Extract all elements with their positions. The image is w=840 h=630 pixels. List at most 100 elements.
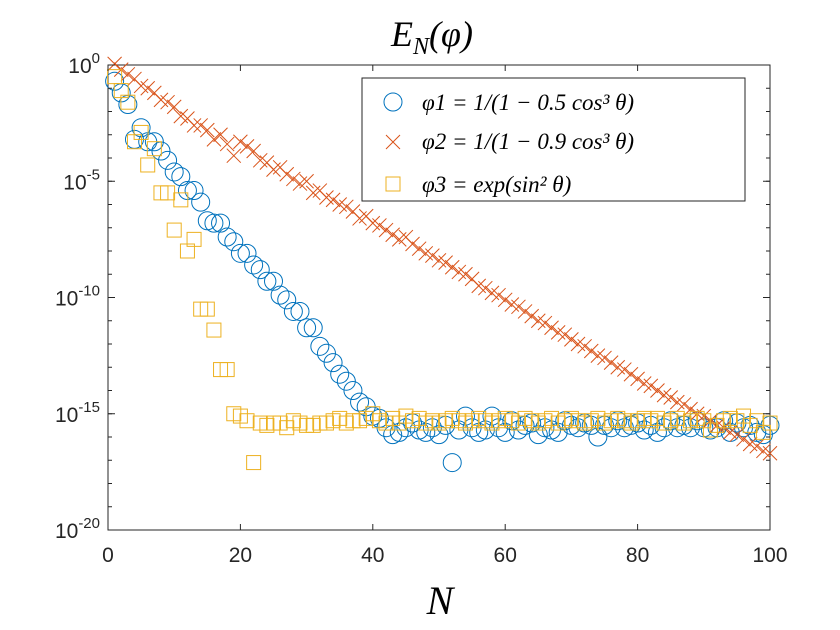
- data-point-s1: [244, 255, 264, 275]
- y-tick-label: 100: [68, 50, 100, 78]
- data-point-s2: [385, 227, 401, 243]
- legend-label-phi2: φ2 = 1/(1 − 0.9 cos³ θ): [422, 129, 634, 154]
- data-point-s2: [378, 222, 394, 238]
- data-point-s2: [438, 255, 453, 270]
- data-point-s2: [411, 241, 427, 257]
- data-point-s1: [297, 318, 317, 338]
- data-point-s2: [458, 266, 473, 282]
- data-point-s2: [246, 143, 261, 159]
- data-point-s1: [330, 364, 350, 384]
- data-point-s3: [206, 322, 222, 338]
- y-axis: 100 10-5 10-10 10-15 10-20: [55, 50, 770, 543]
- data-point-s2: [405, 236, 420, 252]
- data-point-s2: [186, 118, 202, 133]
- x-axis: 0 20 40 60 80 100: [102, 65, 788, 567]
- data-point-s1: [211, 213, 231, 233]
- data-point-s3: [120, 94, 136, 110]
- legend: φ1 = 1/(1 − 0.5 cos³ θ) φ2 = 1/(1 − 0.9 …: [361, 77, 746, 202]
- data-point-s2: [630, 371, 645, 387]
- data-point-s2: [762, 445, 778, 461]
- data-point-s2: [511, 299, 526, 315]
- data-point-s2: [729, 427, 745, 443]
- data-point-s3: [133, 124, 149, 140]
- chart-title: EN(φ): [390, 14, 473, 60]
- y-tick-label: 10-5: [63, 166, 100, 194]
- data-point-s1: [257, 271, 277, 291]
- data-point-s2: [239, 139, 255, 154]
- legend-label-phi3: φ3 = exp(sin² θ): [422, 172, 571, 197]
- data-point-s2: [517, 304, 533, 319]
- x-tick-label: 60: [494, 544, 517, 567]
- data-marks: [105, 56, 780, 473]
- data-point-s2: [226, 148, 242, 164]
- data-point-s2: [497, 292, 513, 308]
- data-point-s2: [650, 383, 665, 398]
- data-point-s2: [199, 122, 215, 138]
- data-point-s1: [277, 290, 297, 310]
- data-point-s3: [140, 157, 156, 173]
- data-point-s2: [663, 390, 679, 405]
- legend-marker-phi1: [383, 92, 403, 112]
- data-point-s1: [237, 243, 257, 263]
- data-point-s2: [107, 56, 122, 72]
- data-point-s1: [310, 336, 330, 356]
- data-point-s2: [676, 397, 692, 412]
- legend-marker-phi2: [385, 134, 401, 150]
- data-point-s2: [617, 362, 632, 377]
- data-point-s2: [491, 287, 506, 303]
- data-point-s3: [239, 413, 255, 429]
- data-point-s1: [264, 271, 283, 291]
- data-point-s1: [171, 167, 191, 187]
- y-tick-label: 10-20: [55, 515, 100, 543]
- legend-marker-phi3: [385, 176, 401, 192]
- series-2: [107, 56, 778, 461]
- data-point-s1: [303, 318, 323, 338]
- data-point-s3: [146, 141, 162, 157]
- data-point-s2: [564, 331, 579, 347]
- data-point-s2: [583, 343, 599, 359]
- data-point-s2: [749, 438, 765, 454]
- data-point-s3: [199, 301, 215, 317]
- data-point-s2: [193, 118, 209, 133]
- data-point-s1: [230, 243, 250, 263]
- data-point-s3: [219, 362, 235, 378]
- data-point-s2: [623, 366, 639, 382]
- data-point-s2: [213, 127, 228, 143]
- data-point-s1: [184, 181, 204, 201]
- data-point-s3: [246, 455, 262, 471]
- data-point-s1: [343, 381, 363, 400]
- x-axis-title: N: [426, 578, 456, 623]
- data-point-s1: [164, 162, 184, 182]
- data-point-s1: [158, 150, 178, 170]
- series-3: [107, 69, 778, 471]
- data-point-s1: [191, 192, 211, 212]
- x-tick-label: 80: [626, 544, 649, 567]
- data-point-s1: [270, 285, 290, 305]
- data-point-s2: [160, 94, 175, 110]
- data-point-s1: [283, 301, 303, 321]
- x-tick-label: 40: [361, 544, 384, 567]
- data-point-s1: [144, 132, 164, 152]
- data-point-s2: [140, 80, 156, 96]
- data-point-s2: [372, 218, 387, 233]
- data-point-s2: [643, 378, 659, 394]
- data-point-s2: [299, 173, 314, 189]
- x-tick-label: 100: [752, 544, 787, 567]
- data-point-s2: [233, 134, 248, 150]
- data-point-s3: [173, 192, 189, 208]
- data-point-s1: [442, 453, 462, 473]
- data-point-s2: [279, 166, 295, 182]
- y-tick-label: 10-10: [55, 283, 100, 311]
- data-point-s2: [338, 199, 354, 215]
- data-point-s2: [577, 338, 592, 354]
- data-point-s1: [217, 227, 237, 247]
- data-point-s1: [290, 301, 310, 321]
- data-point-s2: [603, 355, 619, 370]
- legend-label-phi1: φ1 = 1/(1 − 0.5 cos³ θ): [422, 90, 634, 115]
- y-tick-label: 10-15: [55, 399, 100, 427]
- legend-box: [361, 77, 746, 202]
- data-point-s2: [557, 327, 573, 343]
- data-point-s1: [204, 213, 224, 233]
- data-point-s3: [166, 222, 182, 238]
- x-tick-label: 20: [229, 544, 252, 567]
